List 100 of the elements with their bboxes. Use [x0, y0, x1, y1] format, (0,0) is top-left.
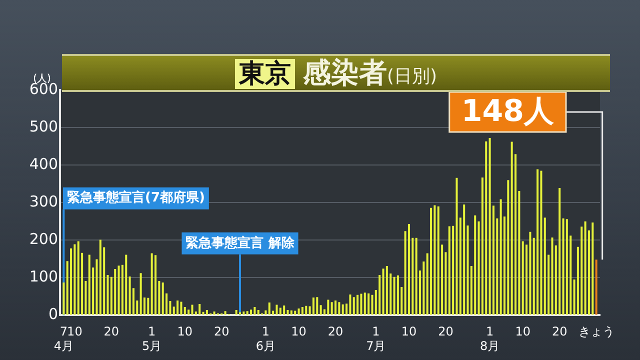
bar [147, 298, 150, 315]
y-tick-label: 400 [29, 154, 58, 173]
x-tick-label: 20 [552, 324, 568, 339]
bar [235, 310, 238, 315]
bar [558, 188, 561, 315]
bar [349, 294, 352, 315]
bar [393, 276, 396, 315]
bar [264, 310, 267, 315]
bar [125, 254, 128, 315]
bar [507, 180, 510, 315]
bar [74, 244, 76, 315]
x-tick-label: 1 6月 [256, 324, 276, 353]
bar [238, 312, 242, 315]
bar [338, 302, 340, 315]
bar [268, 302, 270, 315]
bar [224, 311, 226, 315]
bar [298, 308, 300, 315]
bar [191, 304, 194, 315]
bar [510, 142, 513, 315]
x-tick-label: きょう [578, 324, 614, 339]
bar [327, 300, 330, 315]
bar [77, 241, 80, 315]
x-tick-label: 20 [328, 324, 344, 339]
bar [368, 293, 370, 315]
y-tick-label: 300 [29, 192, 58, 210]
bar [162, 282, 164, 315]
bar [213, 311, 216, 315]
x-tick-label: 1 8月 [480, 324, 500, 353]
bar [434, 205, 436, 315]
bar [584, 221, 586, 315]
y-tick-label: 500 [29, 117, 58, 136]
bar [206, 310, 208, 315]
bar [437, 206, 440, 315]
bar [566, 219, 568, 315]
bar [364, 292, 366, 315]
x-tick-label: 20 [438, 324, 454, 339]
bar [279, 308, 282, 315]
bar [415, 238, 418, 315]
bar [456, 178, 458, 315]
bar [154, 255, 157, 315]
bar [150, 253, 153, 315]
bar [595, 260, 598, 315]
bar [540, 170, 542, 315]
bar [592, 222, 594, 315]
bar [99, 240, 102, 315]
y-tick-label: 100 [29, 268, 58, 286]
bar [448, 226, 450, 315]
bar [290, 310, 292, 315]
bar [463, 204, 466, 315]
x-tick-label: 20 [214, 324, 230, 339]
bar [140, 273, 142, 315]
x-tick-label: 10 [291, 324, 306, 339]
bar [422, 262, 425, 315]
bar [70, 248, 72, 315]
x-tick-label: 10 [515, 324, 530, 339]
bar [334, 300, 337, 315]
bar [562, 218, 564, 315]
bar [301, 306, 304, 315]
bar [408, 224, 410, 315]
x-tick-label: 10 [177, 324, 193, 339]
x-tick-label: 1 5月 [142, 324, 162, 353]
bar [283, 305, 286, 315]
bar [382, 268, 384, 315]
x-tick-label: 1 7月 [366, 324, 386, 353]
bar [316, 297, 318, 315]
bar [242, 311, 245, 315]
bar [386, 266, 388, 315]
bar [529, 232, 532, 315]
bar [485, 141, 488, 315]
bar [330, 302, 333, 315]
bar [180, 302, 182, 315]
bar [356, 294, 359, 315]
bar [580, 226, 583, 315]
bar [536, 169, 539, 315]
y-tick-label: 200 [29, 230, 58, 248]
x-tick-label: 20 [104, 324, 120, 339]
bar [294, 310, 296, 315]
bar [276, 304, 278, 315]
bar [500, 199, 502, 315]
y-tick-label: 0 [48, 305, 58, 324]
bar [378, 275, 381, 315]
bar [360, 294, 362, 315]
bar [551, 238, 554, 315]
bar [254, 306, 256, 315]
bar [246, 311, 248, 315]
bar [250, 310, 252, 315]
ref-line-label: 緊急事態宣言(7都府県) [67, 190, 205, 206]
bar [312, 298, 314, 315]
bar [62, 282, 65, 315]
chart-title: 東京 感染者(日別) [238, 56, 438, 89]
ref-line-label: 緊急事態宣言 解除 [186, 234, 296, 251]
bar [96, 259, 98, 315]
bar [396, 275, 399, 315]
bar [198, 304, 201, 315]
x-tick-label: 10 [67, 324, 82, 339]
bar [474, 215, 476, 315]
bar [342, 304, 344, 315]
bar [352, 297, 355, 315]
bar [88, 254, 90, 315]
annotation: 148人 [461, 94, 555, 129]
